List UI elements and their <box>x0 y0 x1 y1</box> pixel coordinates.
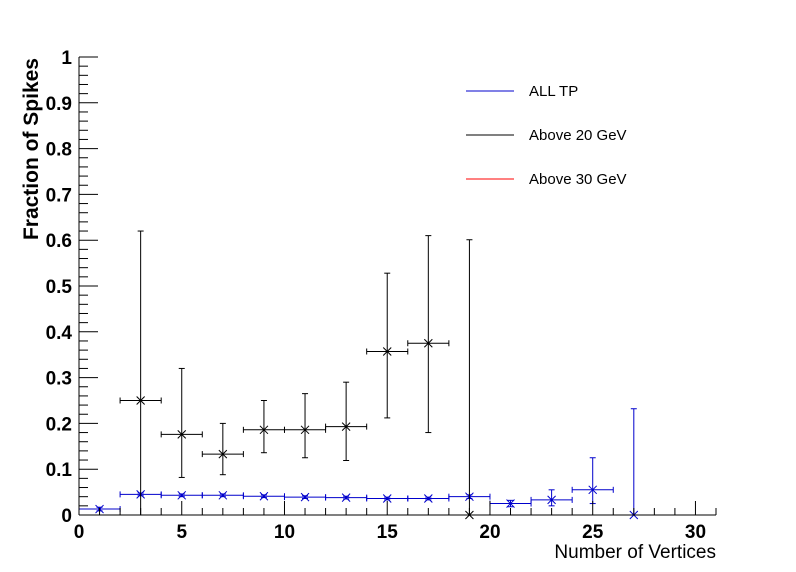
data-point <box>423 338 433 348</box>
y-tick-label: 0.3 <box>46 369 72 390</box>
y-tick-label: 0.5 <box>46 277 73 298</box>
x-tick-label: 25 <box>582 522 604 543</box>
data-point <box>341 422 351 431</box>
y-tick-label: 1 <box>61 48 72 69</box>
data-layer <box>78 230 639 520</box>
y-axis-title: Fraction of Spikes <box>20 58 43 240</box>
data-point <box>177 490 187 500</box>
y-tick-label: 0.4 <box>46 323 73 344</box>
data-point <box>341 493 351 502</box>
data-point <box>300 492 310 502</box>
y-tick-label: 0.6 <box>46 231 72 252</box>
data-point <box>506 499 515 508</box>
y-tick-label: 0.2 <box>46 414 72 435</box>
data-point <box>177 430 187 439</box>
y-tick-label: 0.1 <box>46 460 73 481</box>
data-point <box>382 494 392 503</box>
data-point <box>218 490 228 500</box>
y-tick-label: 0.8 <box>46 140 72 161</box>
x-tick-label: 20 <box>479 522 500 543</box>
legend-label: Above 30 GeV <box>529 171 627 188</box>
y-tick-label: 0.9 <box>46 94 72 115</box>
legend-label: ALL TP <box>529 83 578 100</box>
data-point <box>588 485 598 495</box>
x-tick-label: 15 <box>377 522 399 543</box>
data-point <box>382 347 392 356</box>
x-tick-label: 10 <box>274 522 295 543</box>
data-point <box>259 425 269 435</box>
series-0 <box>78 408 639 520</box>
series-1 <box>119 230 474 520</box>
axes: 0 5 10 15 20 25 30 0 0.1 0.2 0.3 0.4 0.5 0.6 0.7 0.8 0.9… <box>46 48 717 543</box>
data-point <box>218 449 228 459</box>
legend: ALL TP Above 20 GeV Above 30 GeV <box>454 67 750 201</box>
data-point <box>300 425 310 435</box>
x-tick-label: 30 <box>685 522 706 543</box>
data-point <box>136 396 145 405</box>
x-tick-label: 5 <box>176 522 187 543</box>
data-point <box>547 495 556 505</box>
legend-label: Above 20 GeV <box>529 127 627 144</box>
x-tick-label: 0 <box>74 522 85 543</box>
data-point <box>259 491 269 501</box>
x-axis-title: Number of Vertices <box>554 542 716 563</box>
y-tick-label: 0.7 <box>46 185 72 206</box>
data-point <box>423 494 433 503</box>
y-tick-label: 0 <box>61 506 72 527</box>
